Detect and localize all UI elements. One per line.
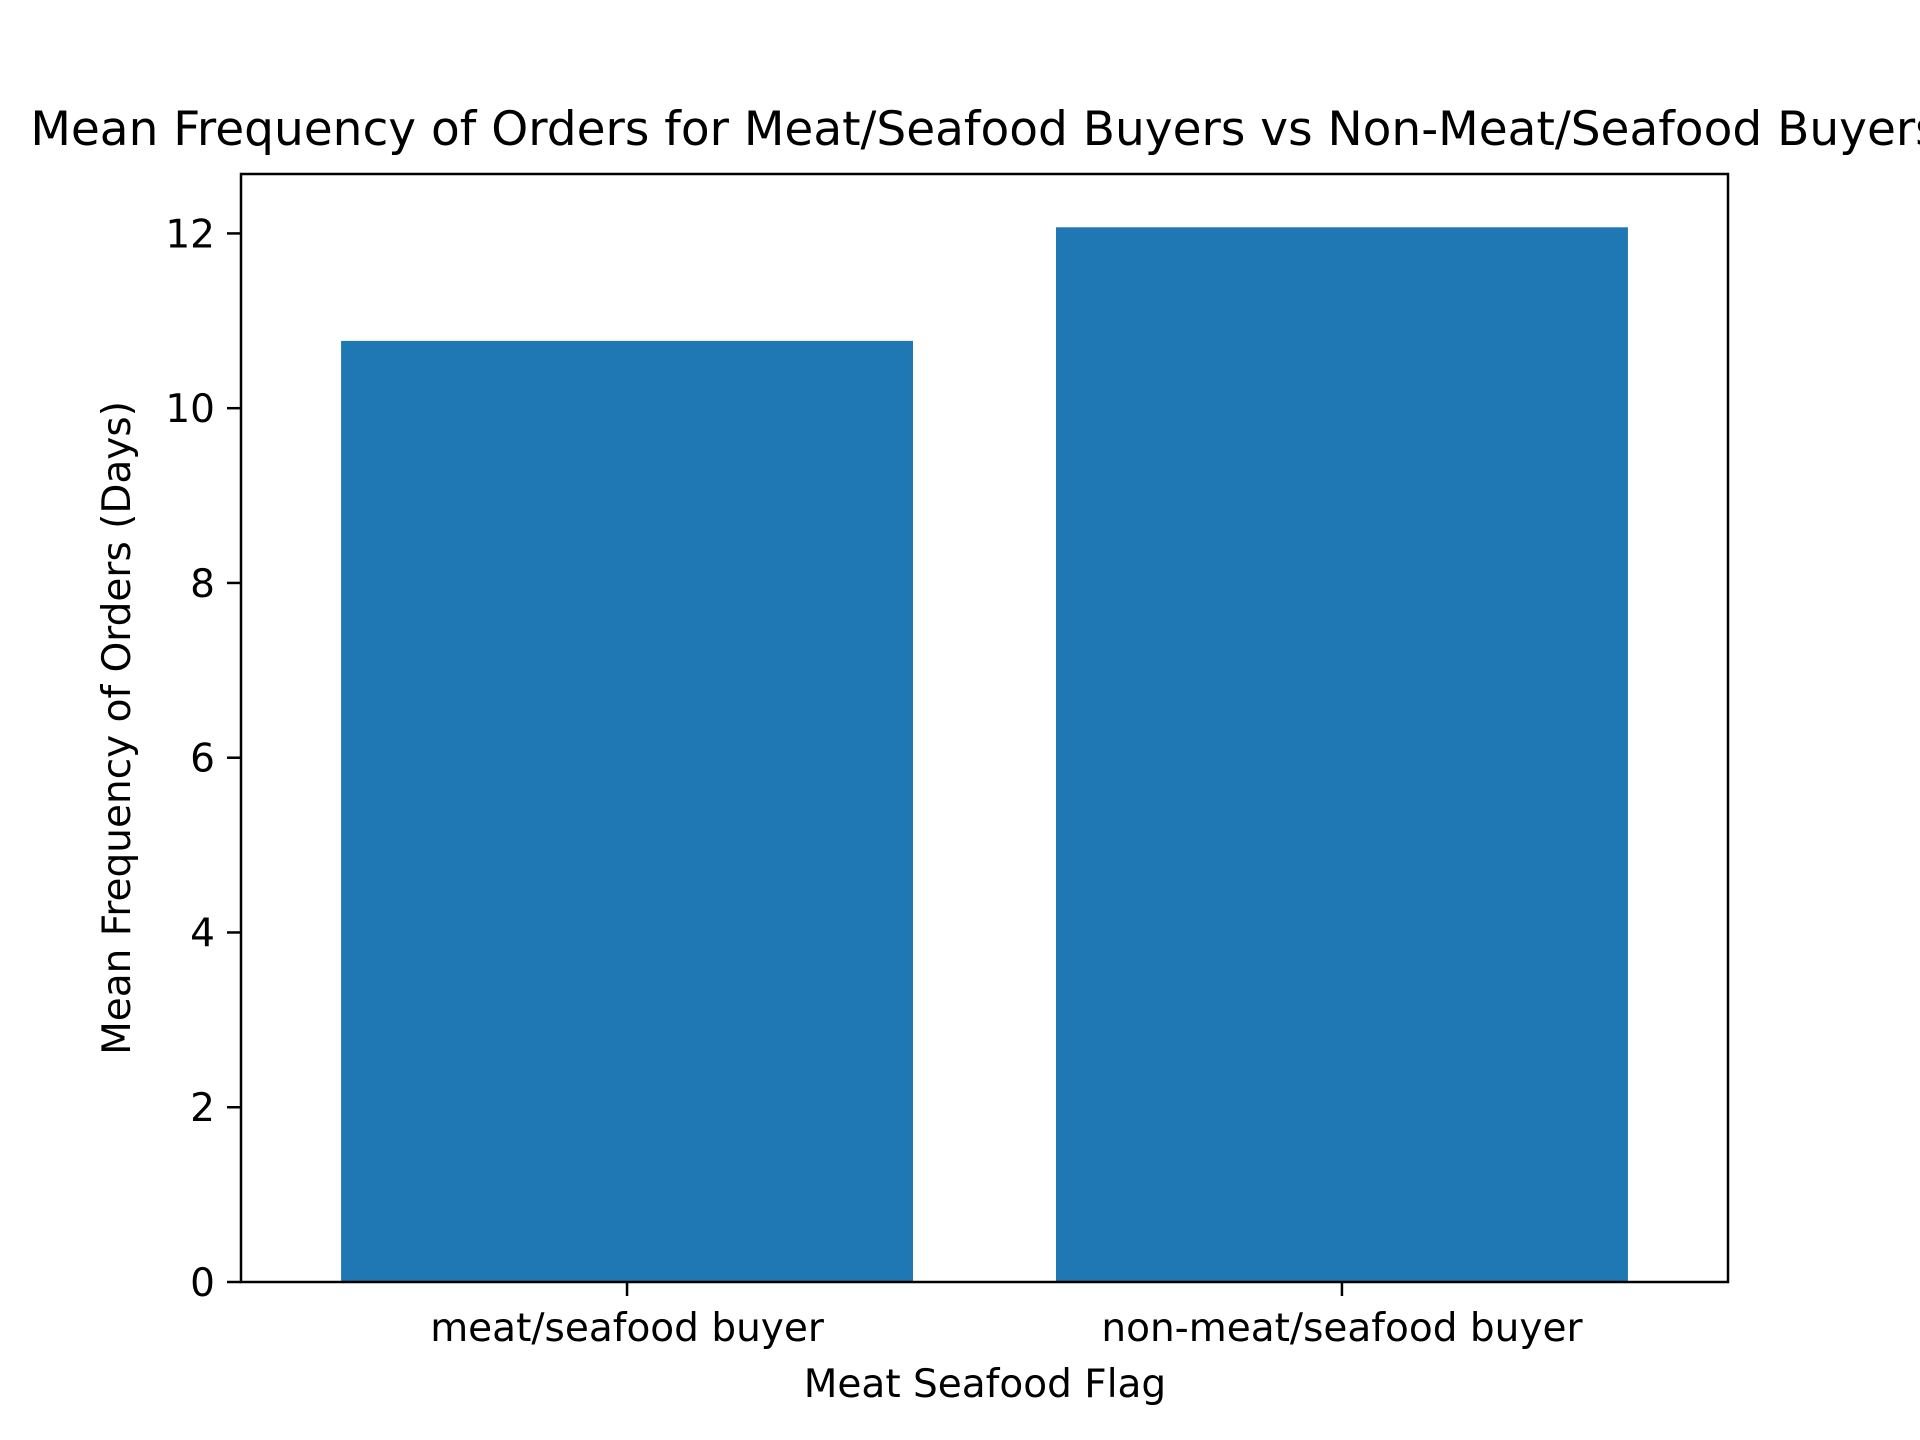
x-tick-label-0: meat/seafood buyer: [430, 1306, 825, 1351]
x-axis: meat/seafood buyer non-meat/seafood buyer: [430, 1282, 1583, 1351]
y-tick-label-2: 4: [190, 911, 215, 956]
y-tick-label-3: 6: [190, 737, 215, 782]
x-tick-label-1: non-meat/seafood buyer: [1101, 1306, 1583, 1351]
y-tick-label-6: 12: [165, 212, 215, 257]
y-tick-label-4: 8: [190, 562, 215, 607]
y-axis: 0 2 4 6 8 10 12: [165, 212, 241, 1306]
bar-1: [1055, 227, 1628, 1282]
x-axis-label: Meat Seafood Flag: [804, 1362, 1166, 1407]
y-axis-label: Mean Frequency of Orders (Days): [95, 401, 140, 1055]
bar-0: [341, 340, 914, 1282]
chart-title: Mean Frequency of Orders for Meat/Seafoo…: [30, 102, 1920, 157]
y-tick-label-1: 2: [190, 1086, 215, 1131]
bars-group: [341, 227, 1628, 1282]
plot-frame: [239, 172, 1730, 1284]
y-tick-label-0: 0: [190, 1261, 215, 1306]
y-tick-label-5: 10: [165, 387, 215, 432]
